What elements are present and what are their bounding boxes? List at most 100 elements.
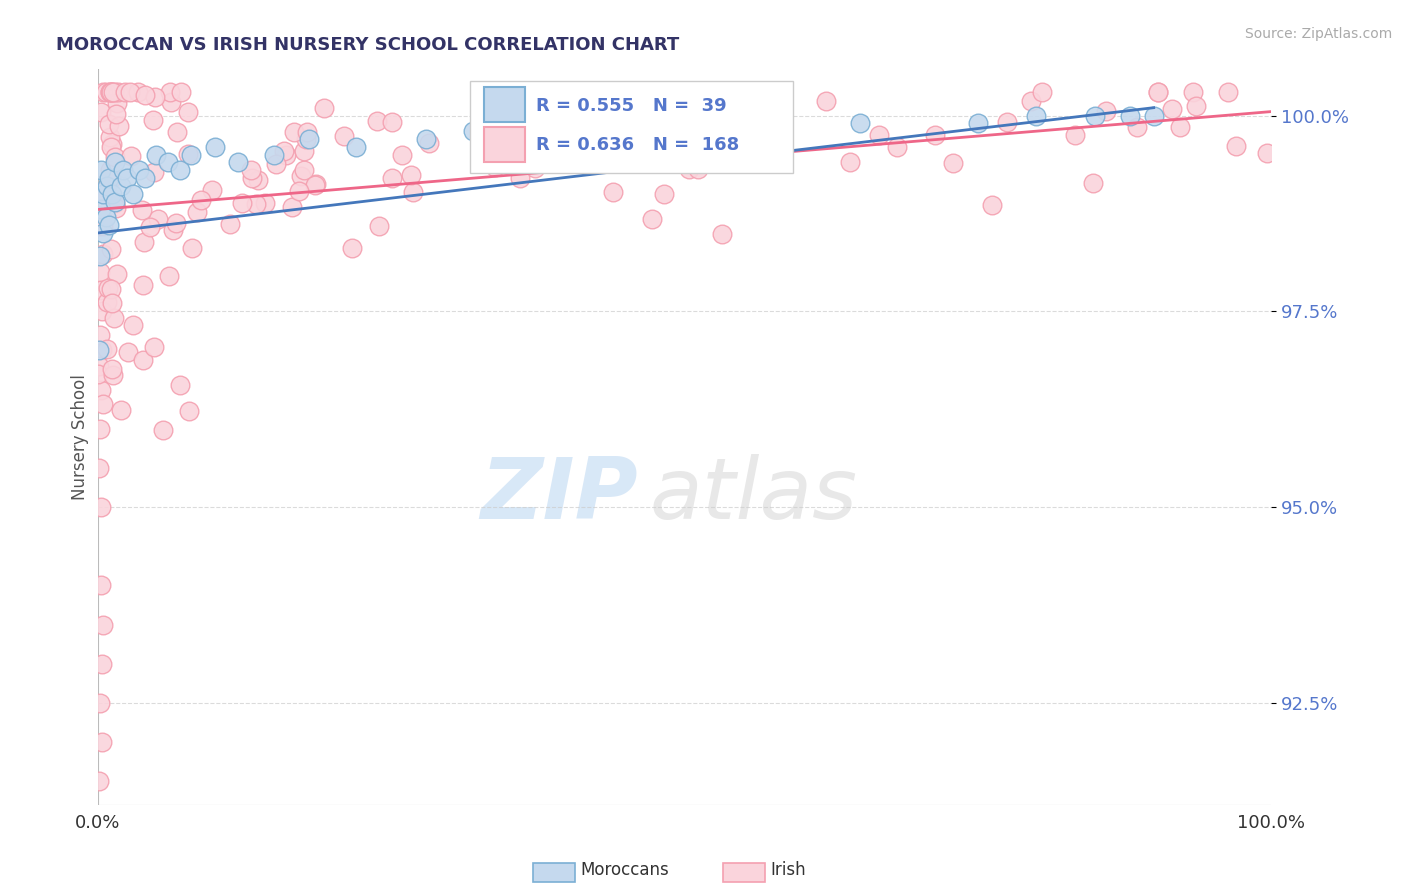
Text: R = 0.636   N =  168: R = 0.636 N = 168 bbox=[537, 136, 740, 154]
Point bbox=[366, 114, 388, 128]
Point bbox=[253, 195, 276, 210]
Point bbox=[101, 361, 124, 376]
Point bbox=[132, 278, 155, 293]
Point bbox=[190, 194, 212, 208]
Point bbox=[93, 186, 115, 201]
Point bbox=[180, 147, 202, 161]
Point bbox=[204, 140, 226, 154]
Point bbox=[104, 194, 127, 209]
Point bbox=[87, 774, 110, 789]
Text: Irish: Irish bbox=[770, 861, 806, 879]
Point bbox=[1170, 120, 1192, 135]
Text: MOROCCAN VS IRISH NURSERY SCHOOL CORRELATION CHART: MOROCCAN VS IRISH NURSERY SCHOOL CORRELA… bbox=[56, 36, 679, 54]
Point bbox=[849, 116, 872, 130]
Point bbox=[159, 85, 181, 99]
Point bbox=[131, 203, 153, 218]
Point bbox=[838, 155, 860, 169]
Point bbox=[93, 226, 115, 240]
Point bbox=[924, 128, 946, 143]
Point bbox=[98, 171, 121, 186]
Point bbox=[641, 211, 664, 226]
Point bbox=[160, 95, 183, 109]
Point bbox=[231, 195, 253, 210]
Point bbox=[132, 352, 155, 367]
Point bbox=[1143, 108, 1166, 122]
Point bbox=[105, 201, 128, 215]
Point bbox=[283, 125, 305, 139]
Point bbox=[1147, 85, 1170, 99]
Point bbox=[177, 147, 200, 161]
Point bbox=[114, 85, 136, 99]
Point bbox=[96, 342, 118, 356]
Point bbox=[90, 500, 112, 514]
Point bbox=[228, 155, 250, 169]
Point bbox=[98, 85, 121, 99]
Point bbox=[292, 163, 315, 178]
Point bbox=[100, 186, 122, 201]
Point bbox=[132, 235, 155, 250]
Point bbox=[553, 153, 575, 168]
Point bbox=[100, 85, 122, 99]
Point bbox=[509, 171, 531, 186]
Point bbox=[287, 184, 309, 198]
Point bbox=[1160, 102, 1182, 116]
Point bbox=[1119, 108, 1142, 122]
Point bbox=[240, 170, 263, 185]
Point bbox=[402, 185, 425, 199]
Point bbox=[995, 114, 1018, 128]
Point bbox=[104, 155, 127, 169]
Point bbox=[295, 132, 318, 146]
Point bbox=[156, 155, 179, 169]
Point bbox=[169, 163, 191, 178]
Point bbox=[623, 141, 645, 155]
Point bbox=[1095, 103, 1118, 118]
Point bbox=[90, 185, 112, 199]
Text: ZIP: ZIP bbox=[479, 454, 637, 537]
Point bbox=[1081, 177, 1104, 191]
Point bbox=[134, 87, 156, 102]
Point bbox=[276, 148, 298, 162]
Point bbox=[290, 169, 312, 183]
Point bbox=[98, 218, 121, 232]
Point bbox=[536, 150, 558, 164]
Point bbox=[101, 137, 124, 152]
Point bbox=[1216, 85, 1239, 99]
Point bbox=[165, 216, 187, 230]
Point bbox=[686, 161, 709, 176]
Point bbox=[89, 696, 111, 710]
Point bbox=[264, 157, 287, 171]
Point bbox=[512, 103, 534, 117]
Point bbox=[815, 94, 838, 108]
Point bbox=[104, 196, 127, 211]
Point bbox=[367, 219, 389, 234]
Point bbox=[461, 124, 484, 138]
Point bbox=[98, 129, 121, 144]
Point bbox=[176, 104, 198, 119]
Point bbox=[134, 171, 156, 186]
Point bbox=[142, 340, 165, 354]
Point bbox=[100, 296, 122, 310]
Point bbox=[100, 140, 122, 154]
Point bbox=[101, 85, 124, 99]
Point bbox=[1063, 128, 1085, 143]
Point bbox=[596, 128, 619, 143]
Point bbox=[90, 283, 112, 297]
Point bbox=[1084, 108, 1107, 122]
Point bbox=[477, 98, 499, 112]
Point bbox=[121, 318, 143, 332]
Point bbox=[295, 125, 318, 139]
Point bbox=[169, 378, 191, 392]
Y-axis label: Nursery School: Nursery School bbox=[72, 374, 89, 500]
Point bbox=[1185, 98, 1208, 112]
Point bbox=[100, 172, 122, 186]
Point bbox=[98, 117, 121, 131]
Point bbox=[1019, 94, 1042, 108]
Point bbox=[90, 383, 112, 397]
Text: atlas: atlas bbox=[650, 454, 858, 537]
Point bbox=[665, 141, 688, 155]
Point bbox=[96, 179, 118, 194]
Point bbox=[91, 617, 114, 632]
Point bbox=[87, 343, 110, 358]
Point bbox=[613, 116, 636, 130]
Point bbox=[100, 85, 122, 99]
